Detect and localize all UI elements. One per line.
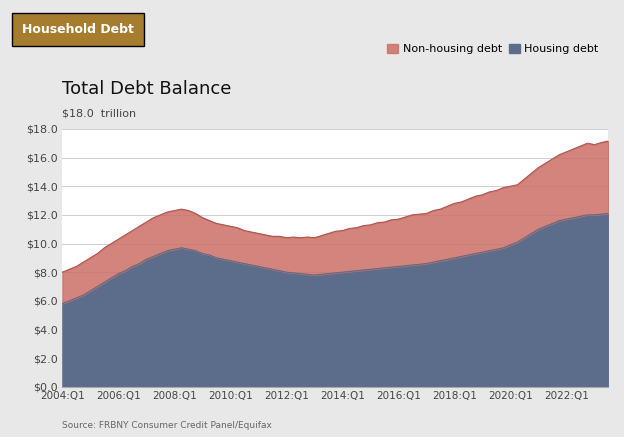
Text: $18.0  trillion: $18.0 trillion bbox=[62, 109, 137, 119]
Text: Total Debt Balance: Total Debt Balance bbox=[62, 80, 232, 98]
Legend: Non-housing debt, Housing debt: Non-housing debt, Housing debt bbox=[383, 39, 603, 59]
Text: Household Debt: Household Debt bbox=[22, 23, 134, 36]
FancyBboxPatch shape bbox=[12, 13, 144, 46]
Text: Source: FRBNY Consumer Credit Panel/Equifax: Source: FRBNY Consumer Credit Panel/Equi… bbox=[62, 421, 272, 430]
